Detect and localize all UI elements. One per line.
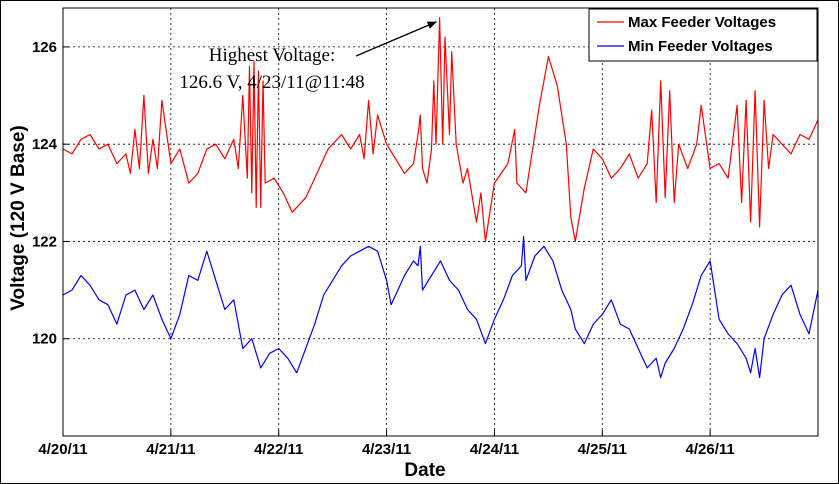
y-axis-title: Voltage (120 V Base) [8, 125, 29, 311]
annotation-line-2: 126.6 V, 4/23/11@11:48 [179, 72, 364, 93]
x-tick-label: 4/25/11 [578, 441, 627, 458]
x-tick-label: 4/20/11 [38, 441, 87, 458]
legend-label-min: Min Feeder Voltages [628, 38, 773, 55]
axis-ticks: 4/20/11 4/21/11 4/22/11 4/23/11 4/24/11 4/25/… [32, 39, 735, 458]
y-tick-label: 120 [32, 331, 57, 348]
x-tick-label: 4/22/11 [254, 441, 303, 458]
y-tick-label: 126 [32, 39, 57, 56]
legend: Max Feeder Voltages Min Feeder Voltages [588, 8, 818, 62]
legend-box [588, 8, 818, 62]
x-tick-label: 4/26/11 [686, 441, 735, 458]
annotation: Highest Voltage: 126.6 V, 4/23/11@11:48 [179, 21, 437, 93]
x-tick-label: 4/24/11 [470, 441, 519, 458]
x-axis-title: Date [404, 460, 445, 481]
axes-frame [62, 7, 819, 437]
annotation-line-1: Highest Voltage: [209, 45, 336, 66]
x-tick-label: 4/21/11 [146, 441, 195, 458]
y-tick-label: 122 [32, 233, 57, 250]
series-lines [62, 17, 819, 379]
series-line-min-feeder [62, 236, 819, 379]
y-tick-label: 124 [32, 136, 58, 153]
legend-label-max: Max Feeder Voltages [628, 14, 776, 31]
series-line-max-feeder [62, 17, 819, 243]
plot-area [63, 8, 818, 436]
x-tick-label: 4/23/11 [362, 441, 411, 458]
annotation-arrow [355, 21, 437, 57]
annotation-arrowhead [426, 21, 437, 29]
